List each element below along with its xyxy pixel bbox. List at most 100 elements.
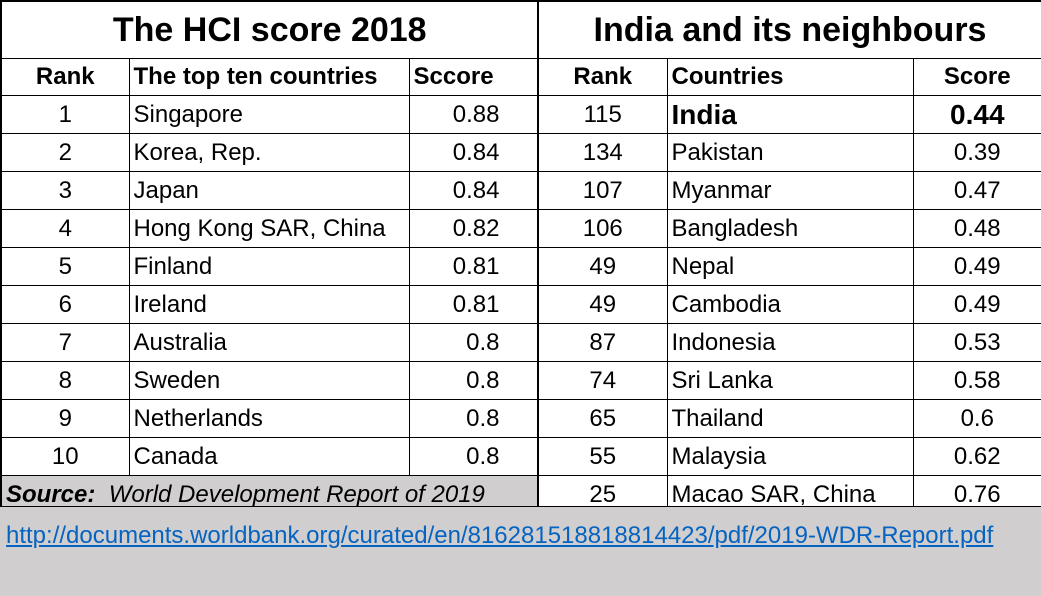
rank-cell: 49 [537, 285, 668, 324]
rank-cell: 8 [0, 361, 130, 400]
table-row: 134 Pakistan 0.39 [537, 133, 1041, 172]
rank-cell: 55 [537, 437, 668, 476]
table-row: 8 Sweden 0.8 [0, 361, 539, 400]
score-cell: 0.8 [408, 361, 539, 400]
source-text: World Development Report of 2019 [108, 481, 485, 508]
top-ten-table-panel: The HCI score 2018 Rank The top ten coun… [0, 0, 539, 516]
country-header: The top ten countries [128, 58, 410, 96]
rank-cell: 9 [0, 399, 130, 438]
score-cell: 0.81 [408, 285, 539, 324]
rank-cell: 107 [537, 171, 668, 210]
score-cell: 0.8 [408, 323, 539, 362]
country-cell: Japan [128, 171, 410, 210]
rank-cell: 4 [0, 209, 130, 248]
rank-cell: 49 [537, 247, 668, 286]
score-header: Sccore [408, 58, 539, 96]
table-row: 115 India 0.44 [537, 95, 1041, 134]
score-cell: 0.81 [408, 247, 539, 286]
score-header: Score [912, 58, 1041, 96]
country-cell: India [666, 95, 914, 134]
score-cell: 0.49 [912, 285, 1041, 324]
country-cell: Ireland [128, 285, 410, 324]
rank-cell: 134 [537, 133, 668, 172]
table-header-row: Rank Countries Score [537, 58, 1041, 96]
table-row: 3 Japan 0.84 [0, 171, 539, 210]
rank-cell: 10 [0, 437, 130, 476]
rank-cell: 3 [0, 171, 130, 210]
table-header-row: Rank The top ten countries Sccore [0, 58, 539, 96]
report-link[interactable]: http://documents.worldbank.org/curated/e… [6, 522, 994, 549]
table-row: 49 Nepal 0.49 [537, 247, 1041, 286]
rank-cell: 6 [0, 285, 130, 324]
neighbours-table: India and its neighbours Rank Countries … [536, 0, 1041, 514]
rank-cell: 1 [0, 95, 130, 134]
country-cell: Thailand [666, 399, 914, 438]
score-cell: 0.62 [912, 437, 1041, 476]
table-row: 55 Malaysia 0.62 [537, 437, 1041, 476]
neighbours-table-panel: India and its neighbours Rank Countries … [536, 0, 1041, 514]
country-cell: Cambodia [666, 285, 914, 324]
rank-cell: 5 [0, 247, 130, 286]
score-cell: 0.84 [408, 133, 539, 172]
score-cell: 0.58 [912, 361, 1041, 400]
score-cell: 0.8 [408, 437, 539, 476]
country-cell: Netherlands [128, 399, 410, 438]
rank-cell: 87 [537, 323, 668, 362]
score-cell: 0.53 [912, 323, 1041, 362]
country-header: Countries [666, 58, 914, 96]
score-cell: 0.8 [408, 399, 539, 438]
link-bar: http://documents.worldbank.org/curated/e… [0, 506, 1041, 596]
rank-cell: 74 [537, 361, 668, 400]
rank-cell: 2 [0, 133, 130, 172]
rank-header: Rank [0, 58, 130, 96]
country-cell: Korea, Rep. [128, 133, 410, 172]
table-row: 2 Korea, Rep. 0.84 [0, 133, 539, 172]
country-cell: Singapore [128, 95, 410, 134]
country-cell: Myanmar [666, 171, 914, 210]
table-row: 65 Thailand 0.6 [537, 399, 1041, 438]
table-row: 4 Hong Kong SAR, China 0.82 [0, 209, 539, 248]
table-title-row: The HCI score 2018 [0, 0, 539, 59]
rank-cell: 115 [537, 95, 668, 134]
country-cell: Sweden [128, 361, 410, 400]
table-row: 7 Australia 0.8 [0, 323, 539, 362]
country-cell: Sri Lanka [666, 361, 914, 400]
table-row: 106 Bangladesh 0.48 [537, 209, 1041, 248]
table-row: 10 Canada 0.8 [0, 437, 539, 476]
table-row: 9 Netherlands 0.8 [0, 399, 539, 438]
score-cell: 0.82 [408, 209, 539, 248]
country-cell: Finland [128, 247, 410, 286]
score-cell: 0.47 [912, 171, 1041, 210]
score-cell: 0.49 [912, 247, 1041, 286]
source-label: Source: [6, 481, 96, 508]
top-ten-table: The HCI score 2018 Rank The top ten coun… [0, 0, 539, 516]
rank-cell: 65 [537, 399, 668, 438]
table-row: 87 Indonesia 0.53 [537, 323, 1041, 362]
country-cell: Malaysia [666, 437, 914, 476]
country-cell: Canada [128, 437, 410, 476]
score-cell: 0.48 [912, 209, 1041, 248]
country-cell: Pakistan [666, 133, 914, 172]
table-row: 74 Sri Lanka 0.58 [537, 361, 1041, 400]
score-cell: 0.88 [408, 95, 539, 134]
country-cell: Bangladesh [666, 209, 914, 248]
rank-cell: 106 [537, 209, 668, 248]
rank-header: Rank [537, 58, 668, 96]
score-cell: 0.39 [912, 133, 1041, 172]
table-title-row: India and its neighbours [536, 0, 1041, 59]
right-table-title: India and its neighbours [536, 0, 1041, 59]
score-cell: 0.84 [408, 171, 539, 210]
table-row: 5 Finland 0.81 [0, 247, 539, 286]
country-cell: Nepal [666, 247, 914, 286]
score-cell: 0.6 [912, 399, 1041, 438]
table-row: 49 Cambodia 0.49 [537, 285, 1041, 324]
table-row: 107 Myanmar 0.47 [537, 171, 1041, 210]
table-row: 1 Singapore 0.88 [0, 95, 539, 134]
country-cell: Australia [128, 323, 410, 362]
table-row: 6 Ireland 0.81 [0, 285, 539, 324]
country-cell: Indonesia [666, 323, 914, 362]
country-cell: Hong Kong SAR, China [128, 209, 410, 248]
rank-cell: 7 [0, 323, 130, 362]
score-cell: 0.44 [912, 95, 1041, 134]
